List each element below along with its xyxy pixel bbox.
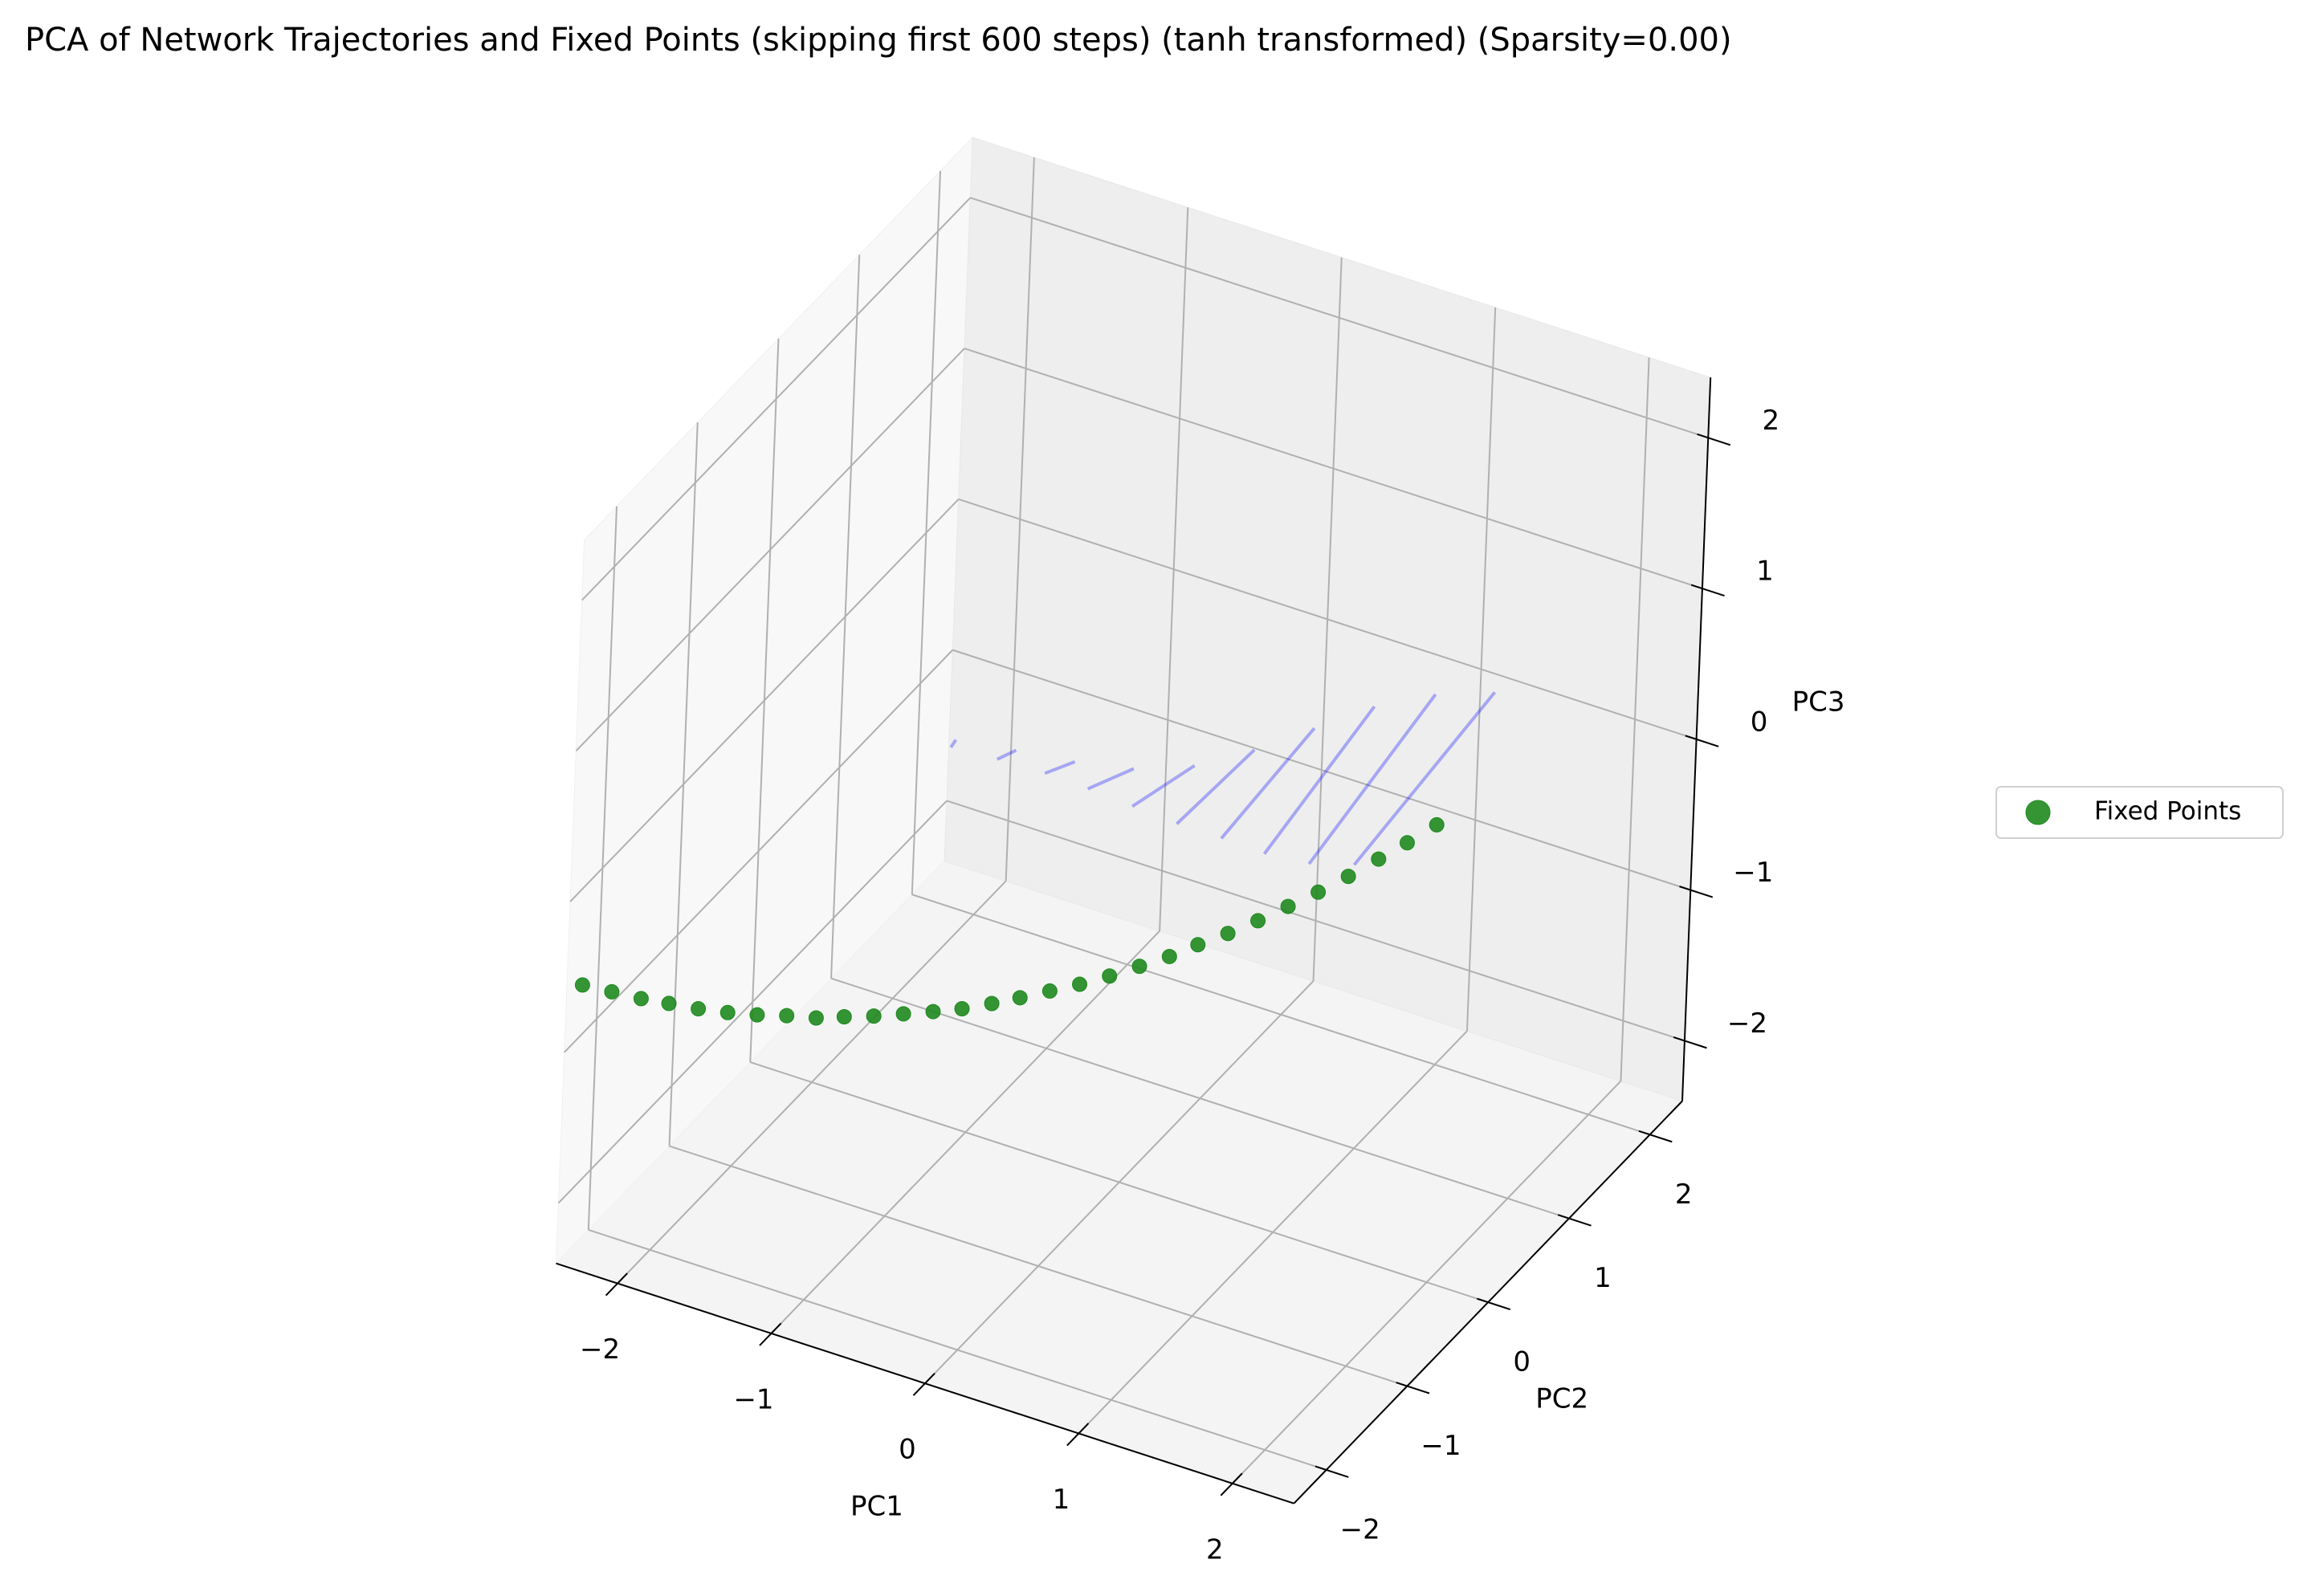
legend: Fixed Points (1995, 786, 2284, 839)
grid-line (669, 1145, 1408, 1387)
legend-box (1995, 786, 2284, 839)
z-tick (1679, 886, 1714, 898)
legend-marker (2025, 800, 2051, 825)
legend-label: Fixed Points (2094, 797, 2241, 826)
x-tick-label: 2 (1206, 1533, 1224, 1565)
trajectory (1262, 705, 1376, 855)
y-tick (1557, 1214, 1592, 1227)
fixed-point (1012, 990, 1028, 1006)
grid-line (581, 197, 972, 601)
fixed-point (1041, 983, 1058, 999)
grid-line (557, 800, 948, 1204)
grid-line (911, 894, 1651, 1136)
trajectory (1307, 693, 1437, 865)
grid-line (749, 1061, 1489, 1304)
grid-line (830, 977, 1570, 1219)
fixed-point (719, 1004, 736, 1020)
trajectory (1044, 759, 1076, 776)
fixed-point (1310, 884, 1327, 900)
z-tick-label: 1 (1756, 556, 1774, 588)
grid-line (964, 348, 1703, 590)
z-tick-label: 0 (1751, 706, 1768, 738)
x-tick (759, 1322, 782, 1346)
y-tick-label: −2 (1340, 1513, 1380, 1545)
grid-line (575, 348, 965, 751)
x-tick-label: −2 (580, 1333, 620, 1366)
grid-line (958, 498, 1697, 740)
y-tick (1315, 1465, 1349, 1478)
fixed-point (779, 1008, 795, 1024)
grid-line (946, 800, 1685, 1042)
fixed-point (574, 977, 590, 993)
fixed-point (1161, 948, 1177, 964)
x-tick (605, 1272, 628, 1297)
trajectory (1131, 763, 1196, 808)
grid-line (952, 649, 1691, 891)
fixed-point (1220, 926, 1236, 942)
trajectory (1220, 727, 1316, 840)
y-tick (1638, 1130, 1673, 1143)
fixed-point (866, 1008, 882, 1024)
fixed-point (1280, 898, 1296, 914)
chart-title: PCA of Network Trajectories and Fixed Po… (25, 22, 1732, 59)
z-axis-label: PC3 (1792, 686, 1845, 718)
fixed-point (1340, 869, 1356, 885)
fixed-point (1429, 816, 1445, 833)
fixed-point (1131, 959, 1147, 975)
fixed-point (1250, 913, 1266, 929)
fixed-point (749, 1007, 765, 1023)
fixed-point (895, 1006, 911, 1022)
z-tick (1673, 1036, 1707, 1049)
x-tick-label: 1 (1053, 1484, 1070, 1516)
fixed-point (925, 1004, 941, 1020)
y-tick (1477, 1297, 1511, 1311)
fixed-point (836, 1009, 852, 1025)
x-tick-label: −1 (733, 1383, 773, 1415)
trajectory (1352, 691, 1497, 866)
fixed-point (661, 995, 677, 1012)
trajectory (1086, 767, 1135, 791)
x-tick-label: 0 (899, 1434, 916, 1466)
fixed-point (691, 1001, 707, 1017)
fixed-point (1072, 976, 1088, 992)
y-tick-label: 1 (1594, 1262, 1612, 1294)
trajectory (1176, 748, 1256, 825)
y-axis-label: PC2 (1535, 1383, 1588, 1415)
fixed-point (633, 991, 649, 1007)
y-tick-label: 2 (1675, 1179, 1693, 1211)
z-tick (1685, 735, 1719, 747)
x-tick (1066, 1423, 1090, 1447)
trajectory (949, 739, 958, 749)
y-tick (1396, 1382, 1430, 1394)
z-tick (1690, 584, 1725, 597)
fixed-point (954, 1000, 970, 1016)
z-tick-label: −2 (1727, 1008, 1767, 1040)
fixed-point (1190, 937, 1206, 953)
z-tick-label: 2 (1762, 405, 1779, 437)
grid-line (569, 499, 960, 902)
fixed-point (1399, 835, 1415, 851)
grid-line (970, 197, 1709, 439)
grid-line (564, 649, 954, 1053)
fixed-point (1102, 968, 1118, 984)
fixed-point (1371, 851, 1387, 867)
trajectory (996, 748, 1017, 761)
grid-line (588, 1228, 1327, 1471)
y-tick-label: −1 (1420, 1430, 1461, 1462)
x-axis-label: PC1 (850, 1491, 903, 1523)
x-tick (912, 1372, 935, 1396)
z-tick (1697, 433, 1731, 446)
fixed-point (808, 1010, 824, 1026)
y-tick-label: 0 (1513, 1346, 1531, 1378)
z-tick-label: −1 (1733, 857, 1773, 889)
fixed-point (984, 995, 1000, 1012)
fixed-point (604, 983, 620, 1000)
x-tick (1220, 1472, 1243, 1496)
